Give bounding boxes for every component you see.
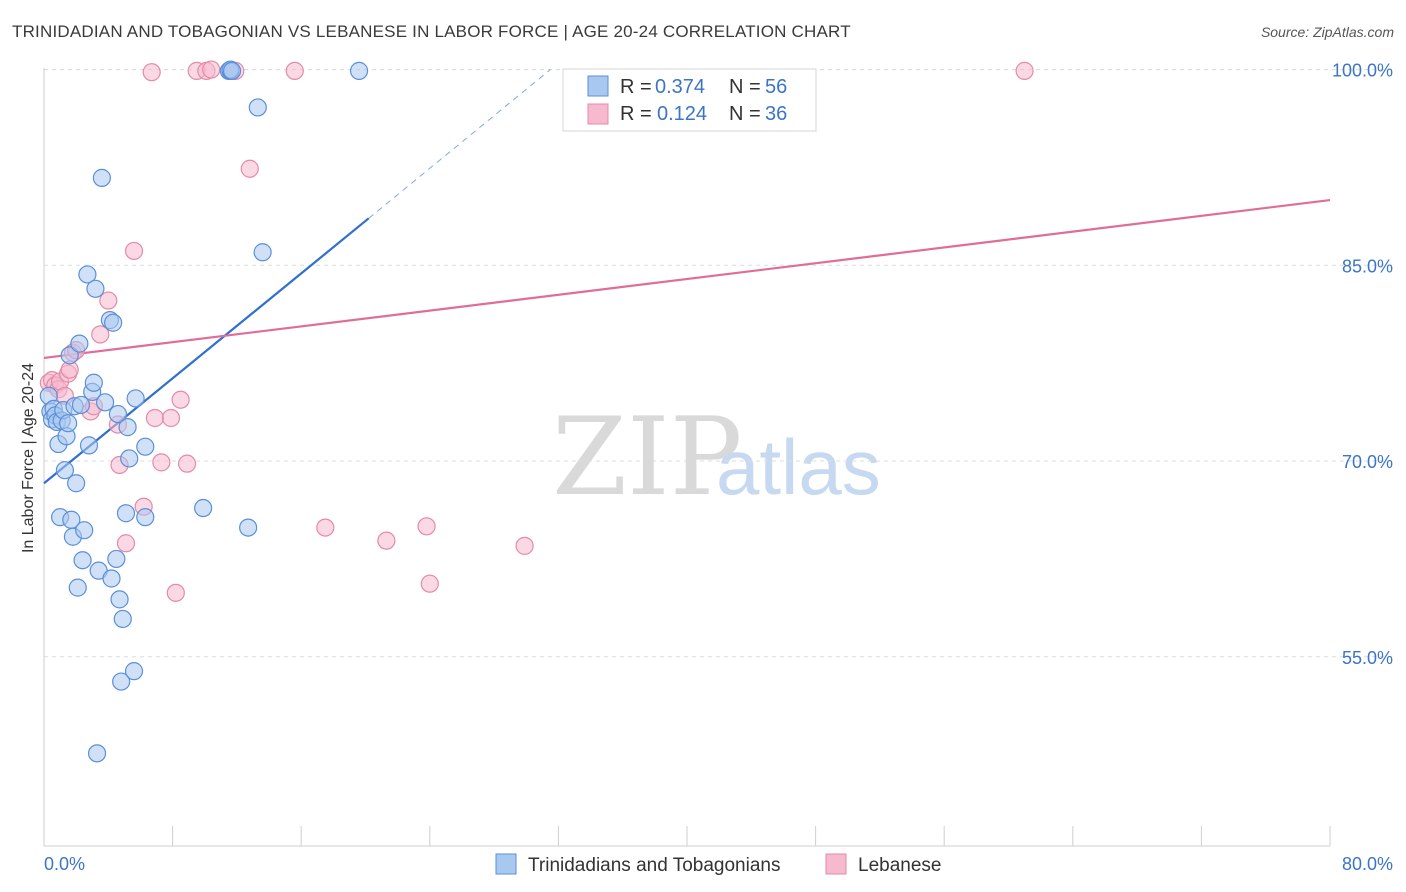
lebanese-point — [116, 534, 136, 553]
trinidadian-point — [67, 474, 86, 493]
lebanese-point — [152, 453, 171, 472]
y-axis-title: In Labor Force | Age 20-24 — [20, 363, 37, 553]
watermark-atlas: atlas — [716, 423, 881, 511]
legend-n-label-1: N = — [729, 76, 761, 98]
trinidadian-point — [110, 590, 129, 609]
trinidadian-point — [222, 61, 242, 80]
trinidadian-point — [104, 313, 123, 332]
trinidadian-point — [107, 549, 126, 569]
trend-line-lebanese — [43, 198, 1331, 360]
lebanese-point — [99, 291, 118, 310]
trinidadian-point — [59, 414, 78, 433]
lebanese-point — [91, 325, 110, 344]
trinidadian-point — [253, 243, 272, 262]
lebanese-point — [202, 60, 221, 79]
y-tick-label: 70.0% — [1342, 452, 1393, 472]
legend-n-value-2: 36 — [765, 103, 787, 125]
y-tick-label: 85.0% — [1342, 256, 1393, 276]
trinidadian-point — [248, 98, 267, 117]
trinidadian-point — [349, 61, 369, 80]
lebanese-point — [1015, 61, 1034, 80]
trend-line-trinidadian — [43, 217, 370, 485]
trinidadian-point — [73, 551, 92, 570]
legend-n-label-2: N = — [729, 103, 761, 125]
lebanese-point — [166, 583, 185, 602]
trinidadian-points — [39, 60, 369, 763]
trinidadian-point — [194, 498, 213, 518]
trinidadian-point — [124, 662, 144, 681]
lebanese-point — [515, 536, 534, 555]
series-legend: Trinidadians and Tobagonians Lebanese — [495, 853, 941, 876]
source-credit: Source: ZipAtlas.com — [1260, 24, 1394, 40]
lebanese-point — [177, 454, 197, 473]
trend-lines — [43, 69, 1331, 485]
lebanese-points — [39, 60, 1034, 602]
lebanese-point — [285, 61, 304, 80]
trinidadian-point — [60, 346, 79, 365]
y-tick-label: 100.0% — [1332, 61, 1393, 81]
trinidadian-point — [55, 461, 74, 480]
trinidadian-point — [79, 436, 99, 455]
legend-r-label-1: R = — [620, 76, 652, 98]
legend-r-value-1: 0.374 — [655, 76, 705, 98]
legend-r-label-2: R = — [620, 103, 652, 125]
trend-line-trinidadian-extension — [368, 69, 551, 219]
trinidadian-point — [136, 508, 155, 527]
trinidadian-point — [92, 168, 111, 187]
trinidadian-point — [239, 518, 258, 537]
trinidadian-point — [112, 672, 131, 691]
bottom-legend-label-lebanese: Lebanese — [858, 855, 941, 876]
lebanese-point — [145, 408, 165, 428]
legend-r-value-2: 0.124 — [657, 103, 707, 125]
bottom-legend-label-trinidadian: Trinidadians and Tobagonians — [528, 855, 780, 876]
y-tick-labels: 55.0% 70.0% 85.0% 100.0% — [1332, 61, 1393, 668]
trinidadian-point — [120, 449, 139, 468]
gridlines — [44, 69, 1393, 658]
trinidadian-point — [102, 569, 121, 588]
trinidadian-point — [116, 504, 136, 523]
legend-swatch-pink — [587, 103, 609, 125]
trinidadian-point — [118, 418, 137, 437]
correlation-legend: R = 0.374 N = 56 R = 0.124 N = 36 — [562, 68, 817, 132]
y-tick-label: 55.0% — [1342, 648, 1393, 668]
trinidadian-point — [86, 279, 105, 298]
legend-n-value-1: 56 — [765, 76, 787, 98]
lebanese-point — [124, 241, 144, 261]
lebanese-point — [420, 574, 439, 593]
watermark: ZIP atlas — [552, 395, 881, 520]
trinidadian-point — [75, 521, 94, 540]
trinidadian-point — [87, 744, 107, 763]
lebanese-point — [142, 63, 161, 82]
trinidadian-point — [78, 265, 97, 284]
lebanese-point — [417, 517, 436, 536]
trinidadian-point — [95, 393, 115, 412]
lebanese-point — [316, 518, 335, 537]
trinidadian-point — [136, 437, 155, 456]
lebanese-point — [240, 159, 259, 178]
legend-swatch-blue — [587, 75, 609, 97]
lebanese-point — [377, 531, 396, 550]
x-tick-label-min: 0.0% — [44, 854, 85, 874]
trinidadian-point — [113, 609, 132, 629]
trinidadian-point — [68, 578, 87, 597]
bottom-legend-swatch-pink — [825, 853, 847, 875]
trinidadian-point — [84, 373, 103, 392]
lebanese-point — [161, 408, 181, 428]
x-ticks — [43, 826, 1331, 846]
trinidadian-point — [70, 334, 89, 353]
watermark-zip: ZIP — [552, 395, 742, 520]
lebanese-point — [171, 390, 190, 409]
chart-title: TRINIDADIAN AND TOBAGONIAN VS LEBANESE I… — [12, 22, 851, 41]
trinidadian-point — [71, 395, 91, 415]
trinidadian-point — [108, 404, 128, 424]
x-tick-label-max: 80.0% — [1342, 854, 1393, 874]
bottom-legend-swatch-blue — [495, 853, 517, 875]
trinidadian-point — [126, 389, 145, 408]
